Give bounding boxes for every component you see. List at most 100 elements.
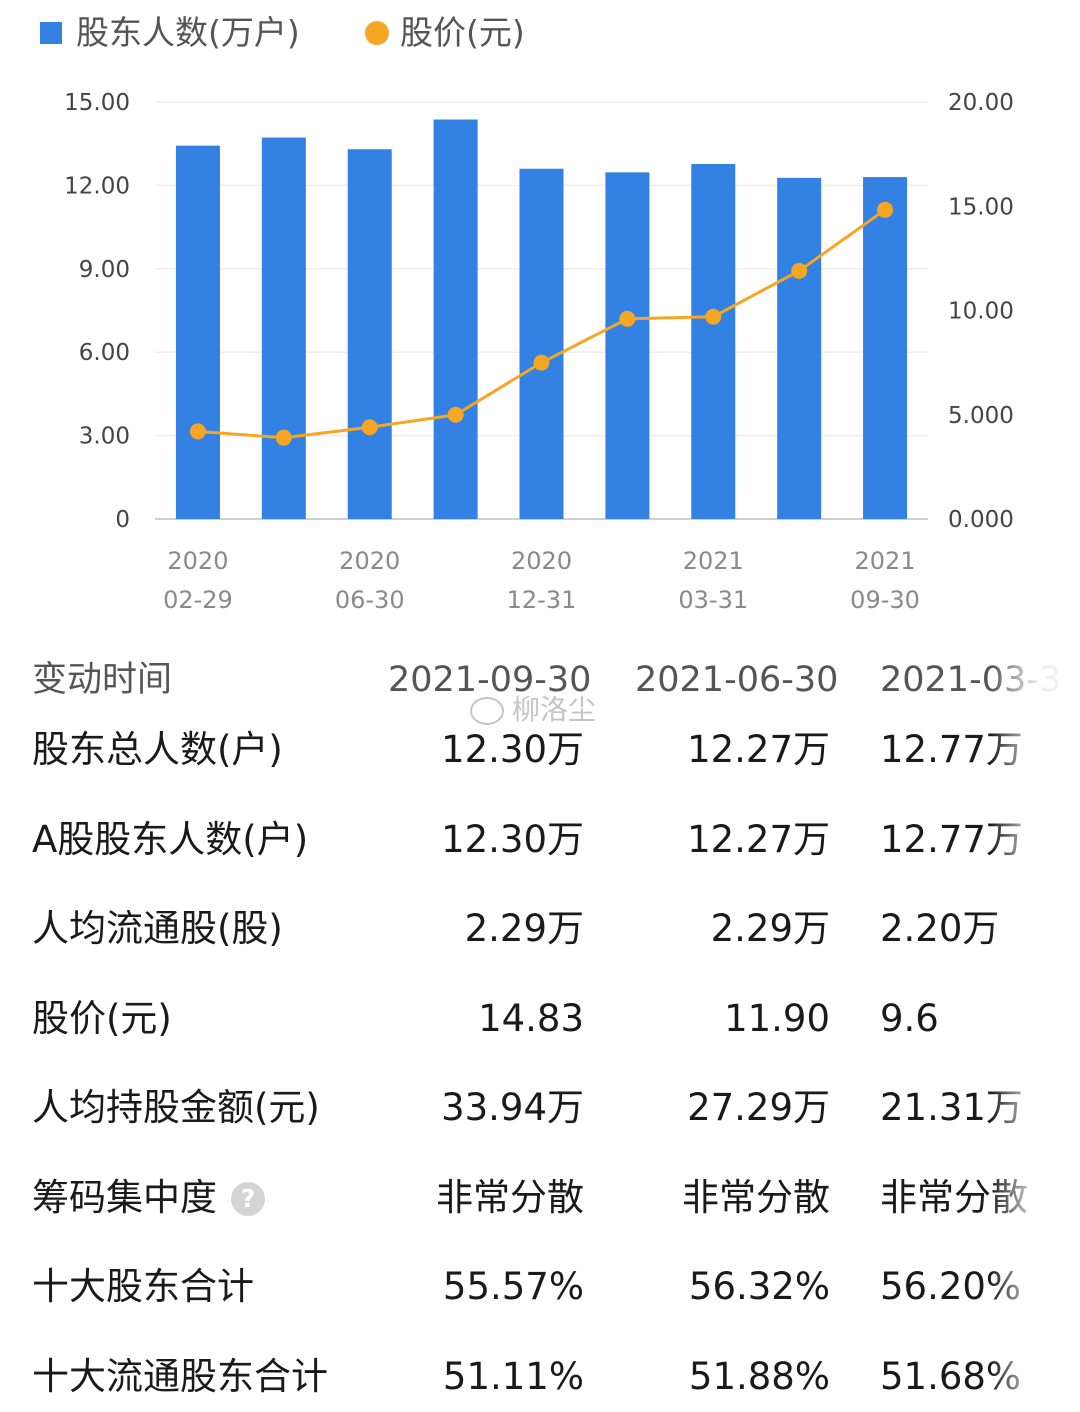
row-label: 人均持股金额(元) (32, 1068, 320, 1148)
y-right-tick-label: 5.000 (948, 403, 1014, 429)
row-value-2: 非常分散 (682, 1175, 830, 1219)
row-label-text: 股价(元) (32, 996, 172, 1040)
row-value-2: 11.90 (724, 996, 830, 1040)
watermark: 柳洛尘 (470, 688, 596, 728)
price-point[interactable] (705, 308, 722, 325)
y-right-tick-label: 20.00 (948, 90, 1014, 116)
right-axis: 0.000 5.000 10.00 15.00 20.00 (948, 90, 1014, 533)
bar[interactable] (605, 172, 650, 520)
x-tick-label-year: 2021 (855, 547, 916, 575)
y-right-tick-label: 10.00 (948, 299, 1014, 325)
row-label-text: 十大股东合计 (32, 1265, 254, 1308)
bar[interactable] (691, 163, 736, 519)
row-value-1: 51.11% (442, 1354, 584, 1398)
header-label: 变动时间 (32, 660, 173, 700)
row-value-3: 12.77万 (880, 728, 1023, 771)
row-value-2: 12.27万 (687, 817, 830, 861)
chart: 股东人数(万户) 股价(元) 0 3.00 6.00 9.00 12.00 15.00 0… (40, 13, 1014, 614)
row-value-1: 2.29万 (464, 907, 584, 950)
x-tick-label-date: 09-30 (850, 586, 920, 614)
x-tick-label-date: 12-31 (507, 586, 577, 614)
table-row: 筹码集中度? 非常分散 非常分散 非常分散 (0, 1158, 1080, 1238)
table-row: A股股东人数(户) 12.30万 12.27万 12.77万 (0, 800, 1080, 880)
y-left-tick-label: 12.00 (64, 173, 130, 199)
price-point[interactable] (189, 423, 206, 440)
bar[interactable] (347, 149, 392, 519)
row-value-3: 56.20% (880, 1265, 1022, 1308)
row-label: 股价(元) (32, 979, 172, 1059)
x-tick-label-date: 03-31 (678, 586, 748, 614)
legend-bar-swatch (40, 22, 62, 44)
legend-line-label: 股价(元) (400, 13, 525, 52)
row-label-text: A股股东人数(户) (32, 817, 309, 861)
weibo-icon (470, 697, 504, 725)
table-row: 十大股东合计 55.57% 56.32% 56.20% (0, 1247, 1080, 1327)
y-right-tick-label: 0.000 (948, 507, 1014, 533)
x-tick-label-year: 2020 (339, 547, 400, 575)
price-point[interactable] (447, 406, 464, 423)
help-icon[interactable]: ? (231, 1182, 265, 1216)
row-label-text: 股东总人数(户) (32, 728, 283, 771)
row-label-text: 人均持股金额(元) (32, 1086, 320, 1129)
row-value-2: 56.32% (688, 1265, 830, 1308)
price-point[interactable] (361, 419, 378, 436)
x-tick-label-year: 2020 (511, 547, 572, 575)
row-value-3: 9.6 (880, 996, 939, 1040)
row-value-1: 33.94万 (441, 1086, 584, 1129)
bar[interactable] (433, 119, 478, 519)
row-value-3: 21.31万 (880, 1086, 1023, 1129)
row-label-text: 筹码集中度 (32, 1175, 217, 1219)
y-left-tick-label: 0 (115, 507, 130, 533)
x-axis: 2020 02-29 2020 06-30 2020 12-31 2021 03-31 2021… (163, 547, 920, 614)
row-value-1: 非常分散 (436, 1175, 584, 1219)
line-series (189, 201, 894, 446)
row-value-1: 12.30万 (441, 728, 584, 771)
legend-bar-label: 股东人数(万户) (76, 13, 300, 52)
price-point[interactable] (533, 354, 550, 371)
x-tick-label-date: 06-30 (335, 586, 405, 614)
price-point[interactable] (791, 262, 808, 279)
row-value-3: 12.77万 (880, 817, 1023, 861)
price-point[interactable] (877, 201, 894, 218)
bar-series (175, 119, 908, 520)
header-date-3[interactable]: 2021-03-3 (880, 660, 1062, 700)
row-value-3: 51.68% (880, 1354, 1022, 1398)
x-tick-label-year: 2020 (167, 547, 228, 575)
bar[interactable] (863, 177, 908, 519)
table-row: 人均持股金额(元) 33.94万 27.29万 21.31万 (0, 1068, 1080, 1148)
row-value-1: 12.30万 (441, 817, 584, 861)
row-label: 股东总人数(户) (32, 710, 283, 790)
header-date-2[interactable]: 2021-06-30 (635, 660, 839, 700)
bar[interactable] (175, 145, 220, 519)
bar[interactable] (777, 177, 822, 520)
row-value-2: 12.27万 (687, 728, 830, 771)
row-value-2: 51.88% (688, 1354, 830, 1398)
y-right-tick-label: 15.00 (948, 194, 1014, 220)
y-left-tick-label: 3.00 (79, 424, 130, 450)
row-label: 筹码集中度? (32, 1158, 265, 1238)
row-value-2: 27.29万 (687, 1086, 830, 1129)
header-date-1[interactable]: 2021-09-30 (388, 660, 592, 700)
row-value-2: 2.29万 (710, 907, 830, 950)
row-value-1: 55.57% (442, 1265, 584, 1308)
row-value-3: 2.20万 (880, 907, 1000, 950)
row-label: 十大股东合计 (32, 1247, 254, 1327)
table-row: 股价(元) 14.83 11.90 9.6 (0, 979, 1080, 1059)
bar[interactable] (261, 137, 306, 520)
holder-table: 变动时间 2021-09-30 2021-06-30 2021-03-3 股东总… (0, 640, 1080, 1412)
price-point[interactable] (619, 310, 636, 327)
legend: 股东人数(万户) 股价(元) (40, 13, 525, 52)
row-label: 十大流通股东合计 (32, 1337, 328, 1412)
row-value-3: 非常分散 (880, 1175, 1028, 1219)
y-left-tick-label: 9.00 (79, 257, 130, 283)
row-value-1: 14.83 (478, 996, 584, 1040)
price-point[interactable] (275, 429, 292, 446)
legend-line-swatch (365, 21, 389, 45)
bar[interactable] (519, 168, 564, 519)
row-label-text: 人均流通股(股) (32, 907, 283, 950)
row-label: A股股东人数(户) (32, 800, 308, 880)
row-label-text: 十大流通股东合计 (32, 1354, 328, 1398)
x-tick-label-date: 02-29 (163, 586, 233, 614)
table-row: 十大流通股东合计 51.11% 51.88% 51.68% (0, 1337, 1080, 1412)
y-left-tick-label: 6.00 (79, 340, 130, 366)
